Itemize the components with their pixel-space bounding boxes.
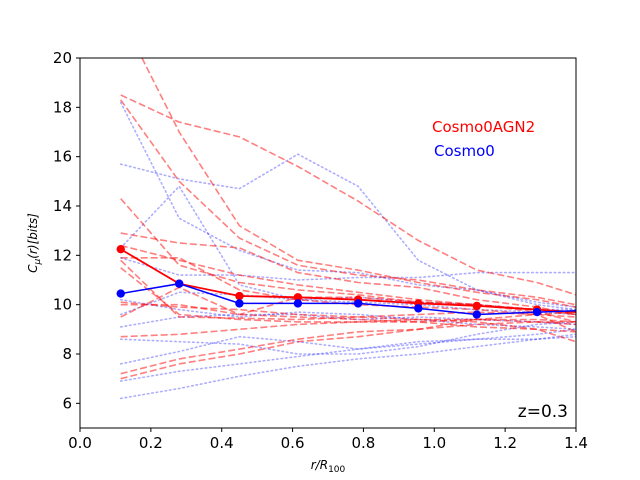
cosmo0-point — [293, 299, 303, 308]
y-tick-label: 18 — [53, 98, 72, 116]
x-axis-label: r/R100 — [311, 458, 346, 475]
x-tick-label: 0.8 — [351, 434, 375, 452]
cosmo0agn2-halo-line — [120, 321, 576, 338]
cosmo0-halo-line — [119, 328, 576, 382]
y-tick-label: 20 — [53, 49, 72, 67]
cosmo0-halo-line — [119, 257, 576, 281]
x-tick-label: 0.6 — [281, 434, 305, 452]
cosmo0-point — [353, 299, 363, 308]
x-tick-label: 1.4 — [564, 434, 588, 452]
cosmo0-halo-line — [119, 335, 576, 365]
cosmo0-halo-line — [119, 153, 576, 308]
cosmo0agn2-halo-line — [120, 259, 576, 321]
y-tick-label: 12 — [53, 246, 72, 264]
cosmo0agn2-halo-line — [120, 244, 576, 323]
cosmo0agn2-halo-line — [120, 232, 576, 316]
cosmo0agn2-halo-line — [141, 58, 576, 308]
cosmo0-halo-line — [119, 321, 576, 355]
legend-cosmo0agn2: Cosmo0AGN2 — [432, 118, 535, 136]
y-tick-label: 10 — [53, 296, 72, 314]
y-tick-label: 16 — [53, 148, 72, 166]
x-tick-label: 0.2 — [139, 434, 163, 452]
cosmo0-point — [116, 289, 125, 298]
cosmo0-halo-line — [119, 298, 576, 331]
redshift-annotation: z=0.3 — [518, 402, 568, 422]
cosmo0agn2-point — [235, 291, 244, 301]
y-axis-label-rest: (r)[bits] — [26, 213, 40, 259]
cosmo0-point — [532, 307, 542, 317]
y-axis-ticks: 6 8 10 12 14 16 18 20 — [53, 49, 80, 412]
x-tick-label: 1.2 — [493, 434, 517, 452]
legend-cosmo0: Cosmo0 — [434, 142, 495, 160]
cosmo0agn2-point — [472, 301, 481, 311]
x-tick-label: 0.4 — [210, 434, 234, 452]
cosmo0agn2-halo-line — [120, 94, 576, 296]
cosmo0-point — [235, 299, 244, 308]
cosmo0agn2-halo-line — [120, 321, 576, 375]
cosmo0agn2-point — [116, 244, 125, 254]
x-tick-label: 1.0 — [422, 434, 446, 452]
series-lines — [119, 58, 576, 400]
series-markers — [116, 244, 542, 319]
cosmo0agn2-halo-line — [120, 311, 576, 380]
y-tick-label: 8 — [62, 345, 72, 363]
y-axis-label-subscript: μ — [33, 258, 43, 265]
cosmo0agn2-point — [293, 293, 303, 302]
cosmo0agn2-halo-line — [120, 267, 576, 326]
x-axis-ticks: 0.0 0.2 0.4 0.6 0.8 1.0 1.2 1.4 — [68, 428, 588, 452]
cosmo0-halo-line — [119, 333, 576, 400]
cosmo0-point — [414, 304, 423, 313]
cosmo0-point — [472, 310, 481, 319]
y-tick-label: 14 — [53, 197, 72, 215]
cosmo0-point — [175, 279, 184, 288]
y-tick-label: 6 — [62, 394, 72, 412]
x-tick-label: 0.0 — [68, 434, 92, 452]
y-axis-label: Cμ(r)[bits] — [26, 213, 43, 273]
cosmo0-halo-line — [119, 101, 576, 311]
plot-frame — [79, 57, 577, 429]
x-axis-label-subscript: 100 — [328, 465, 345, 475]
